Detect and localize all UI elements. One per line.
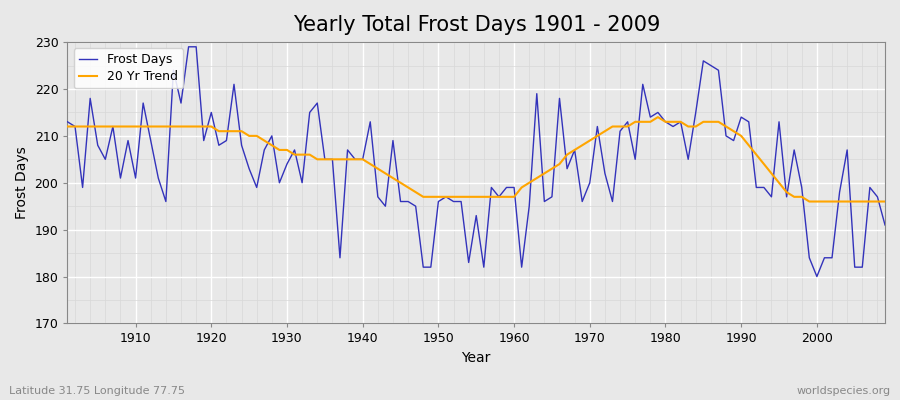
Title: Yearly Total Frost Days 1901 - 2009: Yearly Total Frost Days 1901 - 2009	[292, 15, 660, 35]
Frost Days	[879, 222, 890, 227]
Text: Latitude 31.75 Longitude 77.75: Latitude 31.75 Longitude 77.75	[9, 386, 185, 396]
Frost Days	[508, 185, 519, 190]
Y-axis label: Frost Days: Frost Days	[15, 146, 29, 219]
Frost Days	[812, 274, 823, 279]
20 Yr Trend	[804, 199, 814, 204]
Line: 20 Yr Trend: 20 Yr Trend	[68, 117, 885, 202]
Frost Days	[184, 44, 194, 49]
20 Yr Trend	[652, 115, 663, 120]
Line: Frost Days: Frost Days	[68, 47, 885, 276]
Frost Days	[608, 199, 618, 204]
Frost Days	[122, 138, 133, 143]
Frost Days	[62, 120, 73, 124]
X-axis label: Year: Year	[462, 351, 490, 365]
20 Yr Trend	[599, 129, 610, 134]
Frost Days	[342, 148, 353, 152]
Frost Days	[517, 265, 527, 270]
20 Yr Trend	[335, 157, 346, 162]
Legend: Frost Days, 20 Yr Trend: Frost Days, 20 Yr Trend	[74, 48, 184, 88]
20 Yr Trend	[289, 152, 300, 157]
20 Yr Trend	[879, 199, 890, 204]
20 Yr Trend	[122, 124, 133, 129]
20 Yr Trend	[501, 194, 512, 199]
20 Yr Trend	[62, 124, 73, 129]
Frost Days	[297, 180, 308, 185]
20 Yr Trend	[508, 194, 519, 199]
Text: worldspecies.org: worldspecies.org	[796, 386, 891, 396]
